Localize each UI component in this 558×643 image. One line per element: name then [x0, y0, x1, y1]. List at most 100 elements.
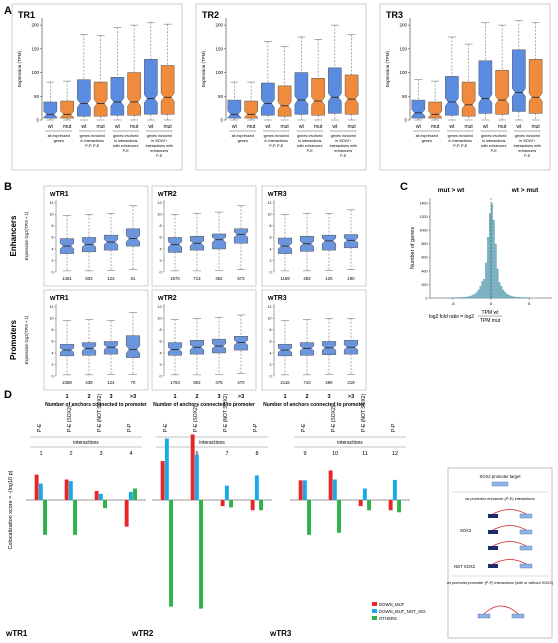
panel-b-ytick-label-3-2: 4 [52, 351, 54, 355]
panel-d-key-promoter-3 [519, 563, 533, 569]
panel-b-ytick-label-4-4: 8 [160, 328, 162, 332]
panel-d-key-pp-promoter-b [511, 613, 525, 619]
panel-c-hist-bar [519, 297, 522, 299]
panel-c-ytick-label-4: 800 [422, 242, 428, 246]
panel-c-hist-bar [498, 282, 501, 299]
panel-d-bar-down-mut-not-sig-1 [38, 483, 43, 500]
panel-letter-a: A [4, 5, 12, 17]
panel-b-count-0-2: 123 [107, 276, 115, 281]
panel-a-box-0-0-box [43, 101, 58, 119]
panel-d-bar-down-mut-not-sig-2 [68, 481, 73, 500]
panel-c-hist-bar [506, 293, 509, 299]
panel-a-ytick-label-2-1: 50 [402, 94, 408, 99]
panel-b-xtick-4-1: 2 [195, 394, 198, 400]
panel-c-xtick-label-0: -5 [451, 301, 455, 306]
panel-a-tick-label-0-3: mut [96, 124, 105, 130]
panel-a-title-2: TR3 [386, 10, 403, 20]
panel-d-number-0-0: 1 [39, 451, 42, 457]
panel-b-xtick-5-0: 1 [283, 394, 286, 400]
panel-b-row-label-1: Promoters [9, 319, 18, 360]
panel-b-ytick-label-0-5: 10 [50, 213, 54, 217]
panel-d-number-0-3: 4 [129, 451, 132, 457]
panel-c-ytick-label-1: 200 [422, 283, 428, 287]
panel-d-bar-down-mut-not-sig-10 [332, 479, 337, 500]
panel-c-hist-bar [460, 297, 463, 299]
panel-a-box-2-0-box [411, 99, 426, 119]
panel-d-col-label-2-2: P-E (NOT SOX2) [361, 393, 367, 432]
panel-b-ytick-label-1-0: 0 [160, 270, 162, 274]
panel-c-right-label: wt > mut [511, 187, 539, 194]
panel-c-ytick-label-7: 1400 [420, 202, 428, 206]
panel-a-group-label-0-1-2: P-P, P-E [85, 144, 100, 148]
panel-a-ylabel-2: Expression (TPM) [385, 50, 390, 87]
panel-d-bar-down-mut-4 [124, 500, 129, 527]
panel-c-hist-bar [483, 278, 486, 299]
panel-d-key-enhancer-3 [488, 564, 498, 568]
panel-d-bar-others-2 [73, 500, 77, 535]
panel-a-group-label-0-2-3: P-E [123, 149, 130, 153]
panel-b-count-1-1: 713 [193, 276, 201, 281]
panel-a-group-label-2-0-0: all expressed [416, 134, 438, 138]
panel-a-group-label-1-2-1: in interactions [298, 139, 322, 143]
panel-a-group-label-1-1-0: genes involved [264, 134, 289, 138]
panel-a-group-label-2-3-3: enhancers [518, 149, 536, 153]
panel-a-box-2-3-box [461, 81, 476, 117]
panel-d-number-1-1: 6 [195, 451, 198, 457]
panel-c-hist-bar [490, 203, 493, 299]
panel-c-hist-bar [456, 297, 459, 299]
panel-b-ytick-label-5-1: 2 [270, 363, 272, 367]
panel-b-count-0-3: 61 [131, 276, 136, 281]
panel-b-title-0: wTR1 [49, 191, 69, 198]
panel-b-xlabel-2: Number of anchors connected to promoter [263, 402, 365, 408]
panel-b-xtick-3-3: >3 [130, 394, 136, 400]
panel-a-tick-label-1-5: mut [314, 124, 323, 130]
panel-b-ytick-label-3-0: 0 [52, 374, 54, 378]
panel-b-xtick-3-0: 1 [65, 394, 68, 400]
panel-d-legend-label-0: DOWN_MUT [379, 602, 405, 607]
panel-a-box-2-7-box [528, 59, 543, 114]
panel-d-number-2-2: 11 [362, 451, 368, 457]
panel-a-tick-label-0-6: wt [148, 124, 154, 130]
panel-b-count-1-2: 362 [215, 276, 223, 281]
panel-d-col-label-2-1: P-E (SOX2) [331, 405, 337, 432]
panel-a-group-label-2-3-1: in SOX2+ [519, 139, 536, 143]
panel-b-ytick-label-1-2: 4 [160, 247, 162, 251]
panel-d-bar-down-mut-not-sig-4 [128, 491, 133, 500]
panel-a-group-label-1-3-1: in SOX2+ [335, 139, 352, 143]
panel-d-interactions-2: interactions [337, 440, 363, 446]
panel-b-xlabel-0: Number of anchors connected to promoter [45, 402, 147, 408]
panel-a-box-2-2-box [445, 76, 459, 116]
panel-b-box-5-1-box [299, 342, 315, 356]
panel-a-tick-label-1-2: wt [265, 124, 271, 130]
panel-b-box-3-1-box [81, 342, 97, 356]
panel-b-row-label-0: Enhancers [9, 215, 18, 256]
panel-a-ytick-label-2-0: 0 [404, 118, 407, 123]
panel-d-bar-down-mut-not-sig-5 [164, 438, 169, 500]
panel-d-key-arc-1 [492, 525, 527, 531]
panel-c-fold-label: log2 fold ratio = log2 [429, 314, 474, 320]
panel-c-hist-bar [479, 286, 482, 299]
panel-a-group-label-1-3-2: interactions with [330, 144, 357, 148]
panel-a-ylabel-0: Expression (TPM) [17, 50, 22, 87]
panel-a-box-0-5-box [127, 72, 141, 116]
panel-b-ytick-label-3-3: 6 [52, 340, 54, 344]
panel-a-group-label-0-3-0: genes involved [147, 134, 172, 138]
panel-b-ytick-label-3-1: 2 [52, 363, 54, 367]
panel-b-ytick-label-5-2: 4 [270, 351, 272, 355]
panel-b-count-3-0: 2368 [62, 380, 72, 385]
panel-d-bar-others-7 [229, 500, 233, 508]
panel-a-group-label-1-3-0: genes involved [331, 134, 356, 138]
panel-a-tick-label-0-2: wt [81, 124, 87, 130]
panel-a-box-0-7-box [160, 65, 175, 115]
panel-b-box-4-3-box [233, 336, 249, 351]
panel-a-title-0: TR1 [18, 10, 35, 20]
panel-c-hist-bar [511, 296, 514, 299]
panel-c-xtick-label-1: 0 [490, 301, 493, 306]
panel-d-key-promoter-0 [519, 513, 533, 519]
panel-d-number-1-2: 7 [225, 451, 228, 457]
panel-b-count-2-2: 126 [325, 276, 333, 281]
panel-a-box-2-1-box [428, 101, 442, 119]
panel-a-group-label-0-0-0: all expressed [48, 134, 70, 138]
panel-d-legend-label-1: DOWN_MUT_NOT_SIG [379, 609, 426, 614]
panel-a-box-0-1-box [60, 100, 74, 119]
